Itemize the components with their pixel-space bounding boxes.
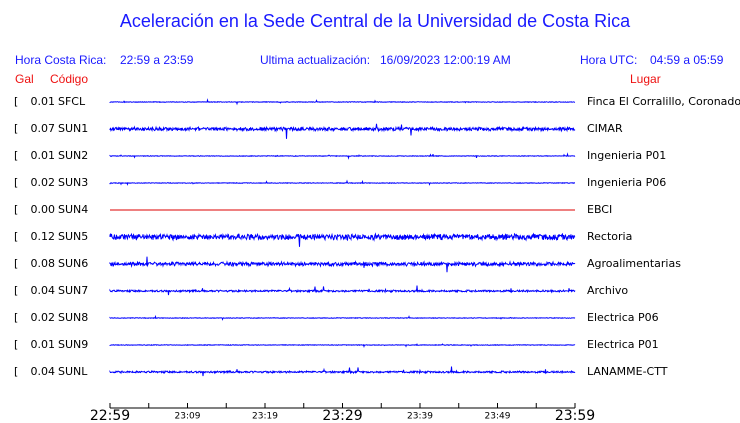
trace bbox=[109, 256, 576, 273]
station-code: SUNL bbox=[58, 365, 88, 378]
trace bbox=[109, 343, 576, 349]
trace bbox=[109, 232, 576, 247]
trace bbox=[109, 152, 576, 160]
bracket: [ bbox=[14, 311, 18, 324]
bracket: [ bbox=[14, 257, 18, 270]
utc-range: 04:59 a 05:59 bbox=[650, 53, 724, 67]
gal-value: 0.02 bbox=[31, 176, 56, 189]
gal-value: 0.12 bbox=[31, 230, 56, 243]
gal-label: Gal bbox=[15, 72, 34, 86]
bracket: [ bbox=[14, 176, 18, 189]
gal-value: 0.07 bbox=[31, 122, 56, 135]
local-label: Hora Costa Rica: bbox=[15, 53, 106, 67]
station-code: SUN6 bbox=[58, 257, 88, 270]
station-code: SUN5 bbox=[58, 230, 88, 243]
update-label: Ultima actualización: bbox=[260, 53, 370, 67]
trace bbox=[109, 285, 576, 296]
bracket: [ bbox=[14, 122, 18, 135]
station-place: LANAMME-CTT bbox=[587, 365, 668, 378]
station-code: SUN9 bbox=[58, 338, 88, 351]
update-value: 16/09/2023 12:00:19 AM bbox=[380, 53, 511, 67]
station-code: SUN3 bbox=[58, 176, 88, 189]
bracket: [ bbox=[14, 284, 18, 297]
title: Aceleración en la Sede Central de la Uni… bbox=[120, 11, 631, 31]
time-label: 22:59 bbox=[90, 408, 130, 423]
station-code: SUN1 bbox=[58, 122, 88, 135]
station-code: SUN8 bbox=[58, 311, 88, 324]
station-place: Finca El Corralillo, Coronado bbox=[587, 95, 740, 108]
bracket: [ bbox=[14, 149, 18, 162]
gal-value: 0.01 bbox=[31, 95, 56, 108]
station-code: SFCL bbox=[58, 95, 86, 108]
gal-value: 0.08 bbox=[31, 257, 56, 270]
station-place: Electrica P01 bbox=[587, 338, 659, 351]
station-code: SUN7 bbox=[58, 284, 88, 297]
time-label: 23:59 bbox=[555, 408, 595, 423]
time-label: 23:39 bbox=[407, 412, 433, 422]
station-place: Rectoria bbox=[587, 230, 632, 243]
bracket: [ bbox=[14, 365, 18, 378]
gal-value: 0.00 bbox=[31, 203, 56, 216]
gal-value: 0.01 bbox=[31, 149, 56, 162]
bracket: [ bbox=[14, 338, 18, 351]
station-code: SUN4 bbox=[58, 203, 88, 216]
time-label: 23:29 bbox=[322, 408, 362, 423]
bracket: [ bbox=[14, 95, 18, 108]
code-label: Código bbox=[50, 72, 88, 86]
trace bbox=[109, 98, 576, 106]
station-place: EBCI bbox=[587, 203, 612, 216]
time-label: 23:49 bbox=[485, 412, 511, 422]
utc-label: Hora UTC: bbox=[580, 53, 637, 67]
trace bbox=[109, 179, 576, 186]
station-place: Ingenieria P06 bbox=[587, 176, 666, 189]
trace bbox=[109, 366, 576, 377]
station-place: Ingenieria P01 bbox=[587, 149, 666, 162]
trace bbox=[109, 314, 576, 321]
gal-value: 0.01 bbox=[31, 338, 56, 351]
bracket: [ bbox=[14, 230, 18, 243]
gal-value: 0.04 bbox=[31, 284, 56, 297]
place-label: Lugar bbox=[630, 72, 661, 86]
time-label: 23:09 bbox=[175, 412, 201, 422]
time-label: 23:19 bbox=[252, 412, 278, 422]
station-place: Archivo bbox=[587, 284, 628, 297]
local-range: 22:59 a 23:59 bbox=[120, 53, 194, 67]
trace bbox=[109, 123, 576, 139]
gal-value: 0.02 bbox=[31, 311, 56, 324]
station-place: CIMAR bbox=[587, 122, 623, 135]
bracket: [ bbox=[14, 203, 18, 216]
gal-value: 0.04 bbox=[31, 365, 56, 378]
station-code: SUN2 bbox=[58, 149, 88, 162]
station-place: Electrica P06 bbox=[587, 311, 659, 324]
station-place: Agroalimentarias bbox=[587, 257, 681, 270]
